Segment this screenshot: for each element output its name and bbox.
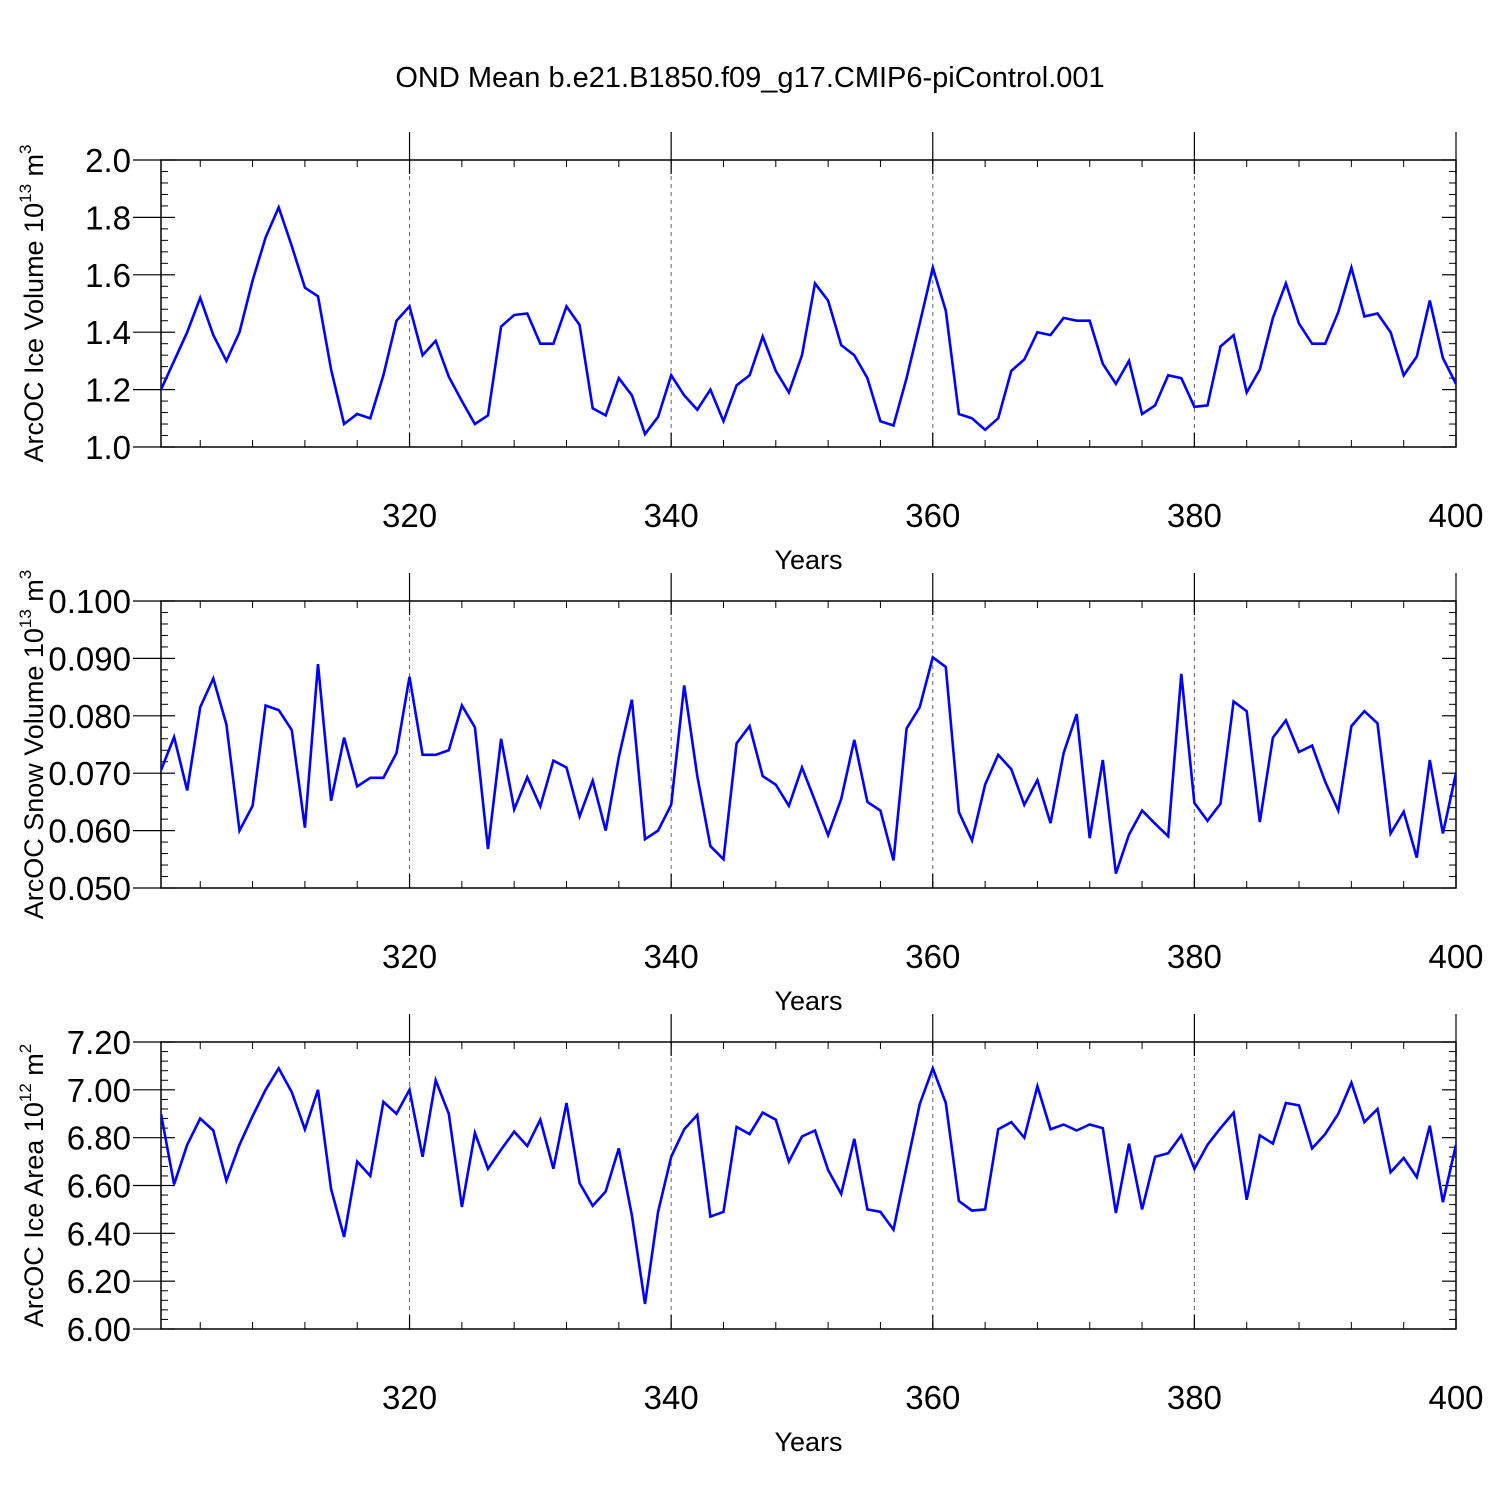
- y-axis-label-unit-exponent: 3: [16, 570, 35, 579]
- y-axis-label: ArcOC Ice Area 1012 m2: [16, 1044, 49, 1328]
- plot-frame: [160, 1041, 1457, 1330]
- y-axis-label-base: ArcOC Ice Volume 10: [19, 203, 49, 463]
- y-axis-label-exponent: 12: [16, 1083, 35, 1102]
- x-tick-label: 360: [905, 938, 960, 975]
- y-axis-label-base: ArcOC Snow Volume 10: [19, 628, 49, 919]
- chart-panel-3: 320 340 360 380 400 6.00 6.20 6.40 6.60 6.80 7.00 7…: [16, 1014, 1484, 1457]
- y-tick-label: 0.100: [48, 583, 131, 620]
- x-tick-label: 320: [382, 497, 437, 534]
- x-tick-label: 400: [1428, 938, 1483, 975]
- y-tick-label: 6.40: [67, 1215, 131, 1252]
- series-line: [161, 655, 1456, 875]
- y-axis-label-unit-exponent: 2: [16, 1044, 35, 1053]
- y-axis-label-base: ArcOC Ice Area 10: [19, 1102, 49, 1327]
- y-tick-label: 6.60: [67, 1168, 131, 1205]
- x-axis-label: Years: [774, 986, 842, 1016]
- series-line: [161, 203, 1456, 437]
- y-tick-label: 0.050: [48, 870, 131, 907]
- x-tick-label: 380: [1167, 497, 1222, 534]
- y-tick-label: 0.080: [48, 698, 131, 735]
- x-tick-label: 320: [382, 938, 437, 975]
- y-tick-label: 6.20: [67, 1263, 131, 1300]
- y-tick-label: 1.6: [85, 257, 131, 294]
- y-axis-label-unit: m: [19, 154, 49, 184]
- y-tick-label: 7.20: [67, 1024, 131, 1061]
- x-tick-label: 400: [1428, 497, 1483, 534]
- x-tick-label: 360: [905, 497, 960, 534]
- y-axis-label-unit: m: [19, 579, 49, 609]
- y-tick-label: 6.00: [67, 1311, 131, 1348]
- y-tick-label: 6.80: [67, 1120, 131, 1157]
- y-axis-label-unit-exponent: 3: [16, 144, 35, 153]
- plot-frame: [160, 159, 1457, 448]
- y-tick-label: 1.2: [85, 372, 131, 409]
- y-tick-label: 2.0: [85, 142, 131, 179]
- y-axis-label-exponent: 13: [16, 609, 35, 628]
- y-tick-label: 0.070: [48, 755, 131, 792]
- plot-frame: [160, 600, 1457, 889]
- chart-panel-2: 320 340 360 380 400 0.050 0.060 0.070 0.080 0.090…: [16, 570, 1484, 1016]
- y-axis-label-unit: m: [19, 1053, 49, 1083]
- x-tick-label: 340: [644, 497, 699, 534]
- x-axis-label: Years: [774, 1427, 842, 1457]
- y-axis-label: ArcOC Ice Volume 1013 m3: [16, 144, 49, 462]
- y-tick-label: 0.090: [48, 640, 131, 677]
- series-line: [161, 1064, 1456, 1305]
- x-tick-label: 380: [1167, 1379, 1222, 1416]
- figure-title: OND Mean b.e21.B1850.f09_g17.CMIP6-piCon…: [395, 62, 1105, 94]
- y-tick-label: 7.00: [67, 1072, 131, 1109]
- y-tick-label: 1.8: [85, 199, 131, 236]
- chart-panel-1: 320 340 360 380 400 1.0 1.2 1.4 1.6 1.8 2.0 Years Ar…: [16, 132, 1484, 575]
- x-tick-label: 400: [1428, 1379, 1483, 1416]
- x-tick-label: 340: [644, 1379, 699, 1416]
- y-axis-label: ArcOC Snow Volume 1013 m3: [16, 570, 49, 920]
- x-tick-label: 320: [382, 1379, 437, 1416]
- x-tick-label: 340: [644, 938, 699, 975]
- x-tick-label: 380: [1167, 938, 1222, 975]
- y-axis-label-exponent: 13: [16, 184, 35, 203]
- y-tick-label: 1.4: [85, 314, 131, 351]
- x-axis-label: Years: [774, 545, 842, 575]
- y-tick-label: 0.060: [48, 813, 131, 850]
- x-tick-label: 360: [905, 1379, 960, 1416]
- y-tick-label: 1.0: [85, 429, 131, 466]
